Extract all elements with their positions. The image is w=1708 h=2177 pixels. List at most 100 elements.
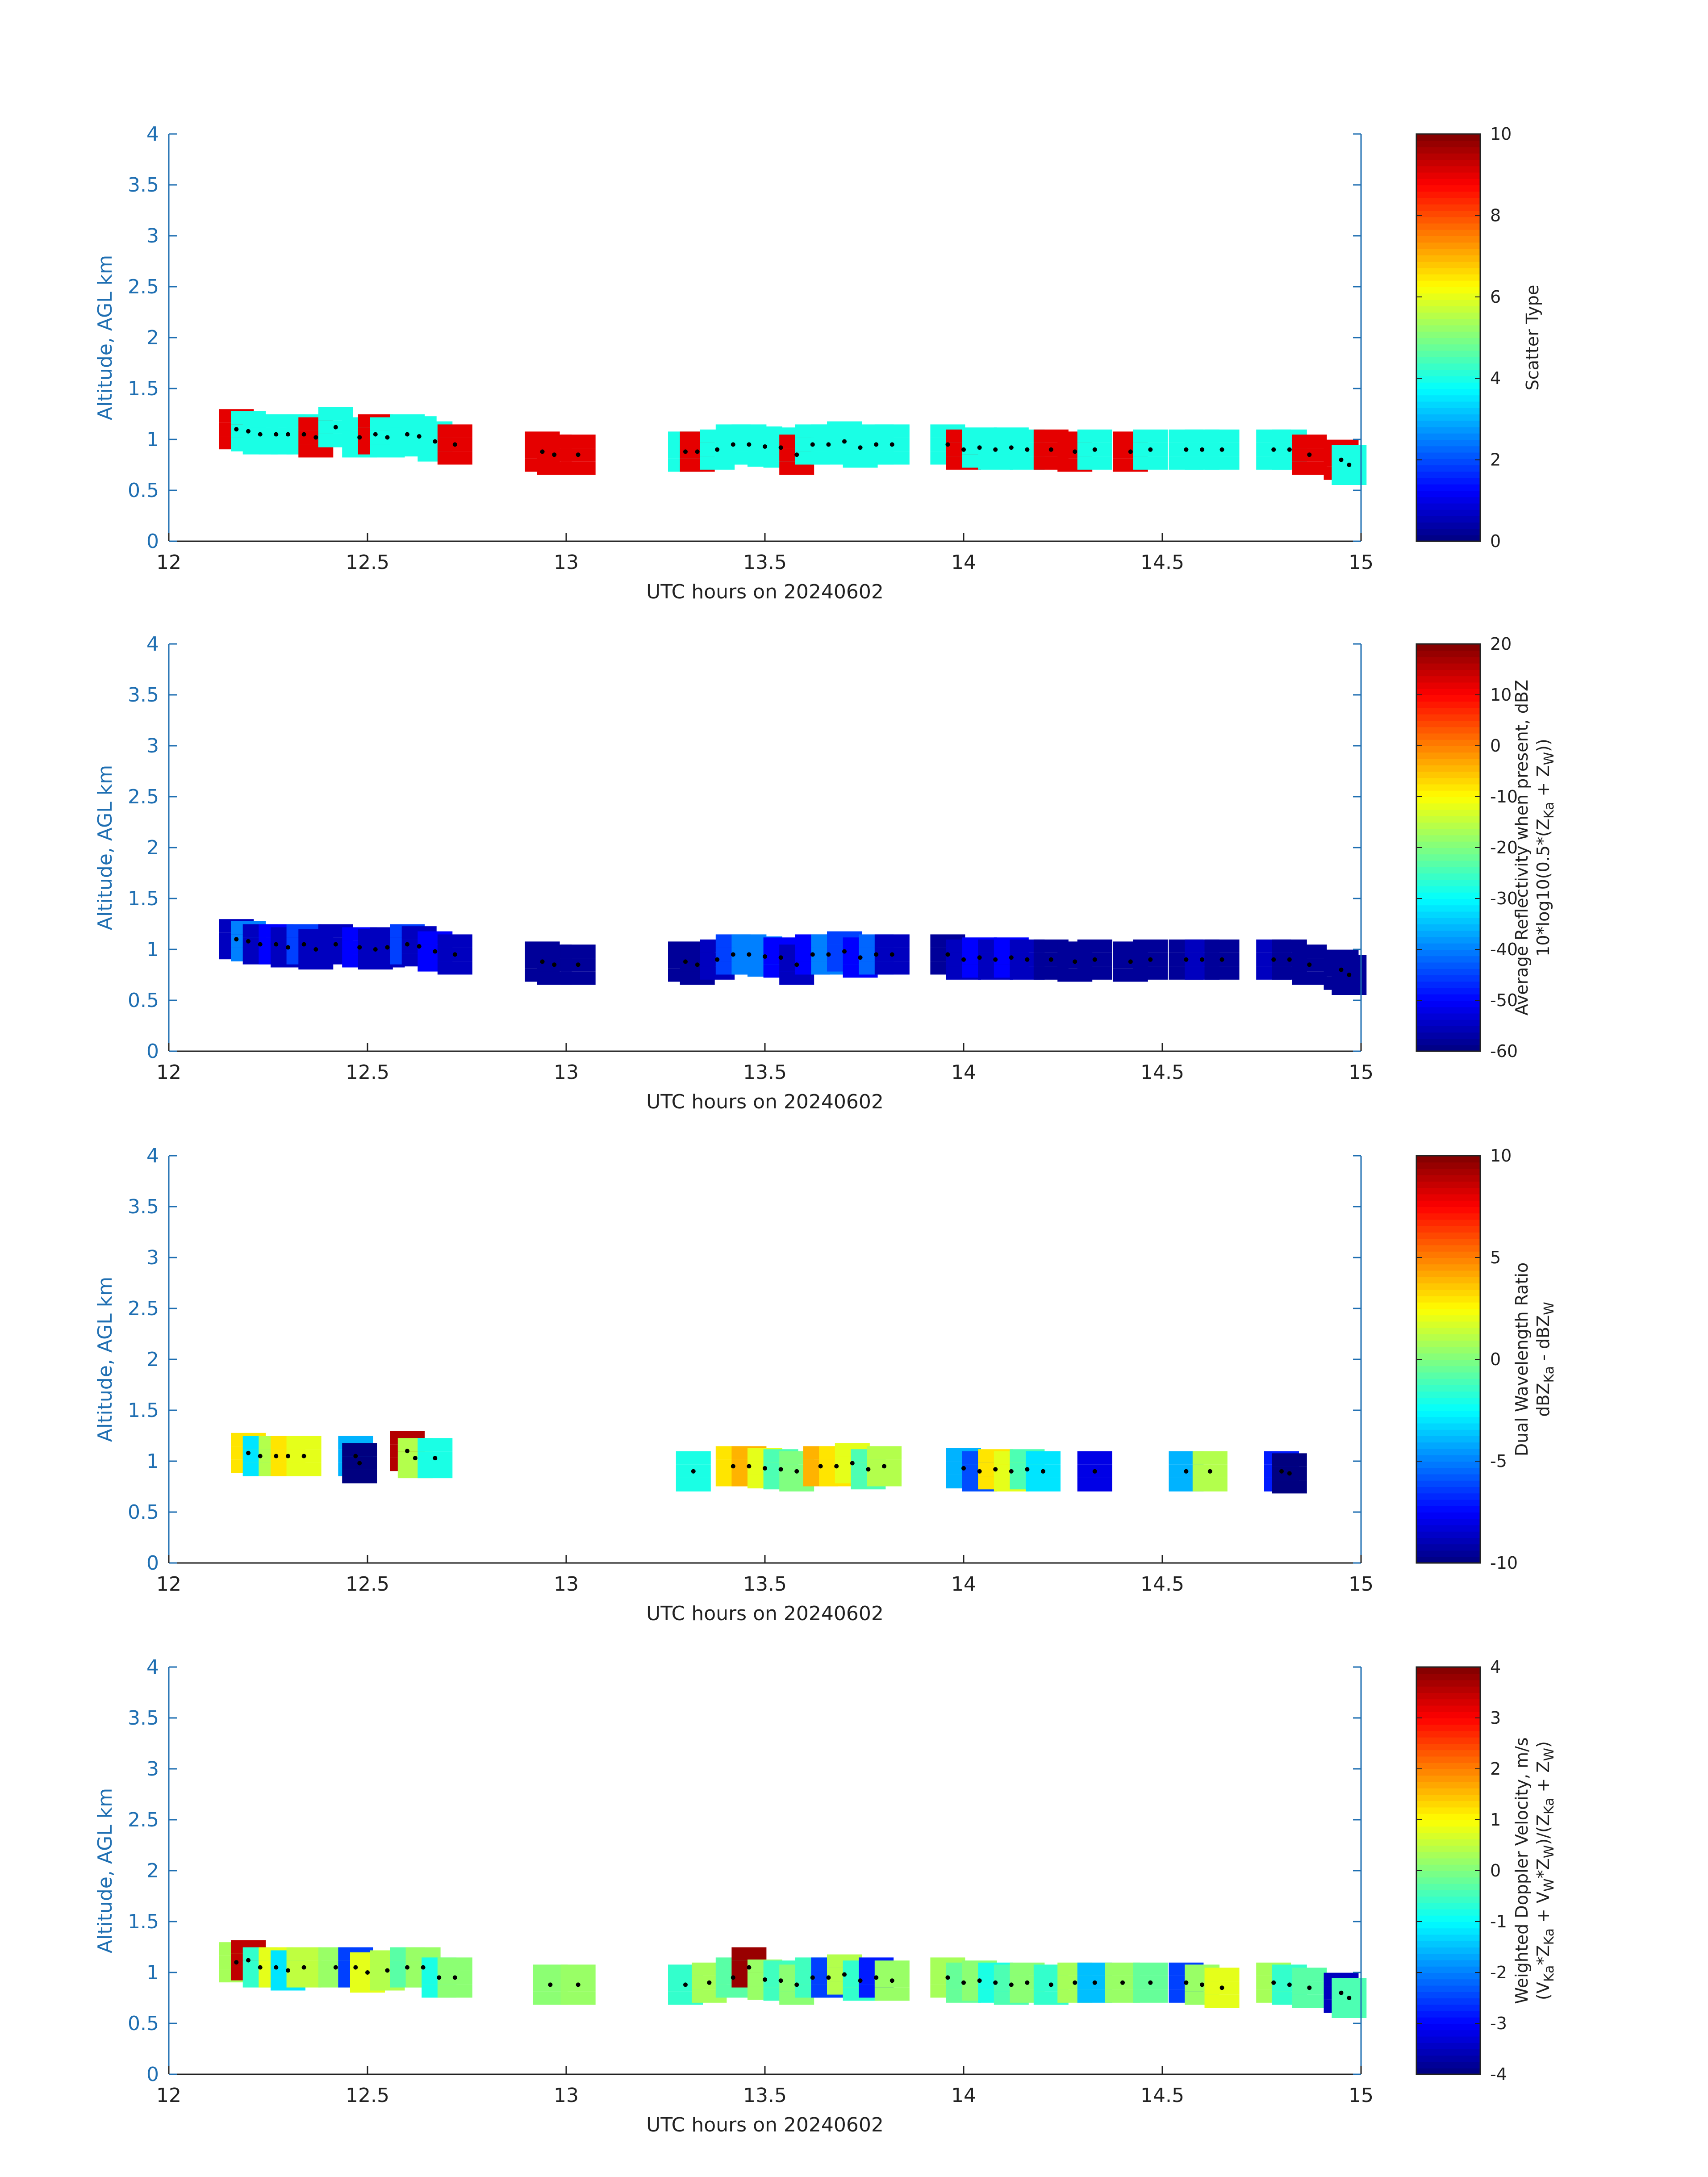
colorbar-segment [1416,771,1480,778]
colorbar-label: (VKa*ZKa + VW*ZW)/(ZKa + ZW) [1533,1741,1557,2000]
data-cell [418,1438,453,1452]
cloud-base-dot [258,432,263,437]
colorbar-segment [1416,1724,1480,1731]
colorbar-segment [1416,318,1480,326]
colorbar-segment [1416,1162,1480,1169]
cloud-base-dot [357,945,362,950]
x-tick-label: 15 [1349,551,1374,574]
colorbar-segment [1416,1219,1480,1226]
x-tick-label: 13 [554,1061,579,1084]
cloud-base-dot [715,447,720,452]
colorbar-segment [1416,1225,1480,1233]
colorbar-segment [1416,866,1480,873]
data-cell [560,1964,596,1978]
colorbar-segment [1416,1391,1480,1398]
colorbar-label: 10*log10(0.5*(ZKa + ZW)) [1533,739,1557,957]
cloud-base-dot [1271,957,1276,962]
colorbar-segment [1416,1404,1480,1411]
data-cell [1292,435,1327,448]
colorbar-tick-label: 0 [1490,1861,1501,1880]
colorbar-segment [1416,293,1480,300]
cloud-base-dots [234,937,1352,977]
cloud-base-dot [548,1982,553,1987]
data-cell [1204,429,1240,443]
colorbar-segment [1416,1667,1480,1674]
colorbar-segment [1416,1302,1480,1309]
colorbar-segment [1416,975,1480,982]
x-tick-label: 14 [951,1061,976,1084]
colorbar-segment [1416,1181,1480,1188]
data-cell [418,1465,453,1479]
colorbar-frame [1416,133,1481,542]
colorbar-segment [1416,656,1480,664]
cloud-base-dot [961,1466,966,1471]
colorbar-segment [1416,1839,1480,1846]
cloud-base-dot [834,1464,839,1469]
y-tick-label: 0 [146,1040,159,1063]
colorbar-segment [1416,1902,1480,1910]
colorbar-segment [1416,1321,1480,1328]
colorbar-segment [1416,2036,1480,2043]
cloud-base-dot [842,439,847,444]
y-tick-label: 1.5 [128,377,159,400]
colorbar-segment [1416,1550,1480,1557]
colorbar-segment [1416,153,1480,160]
y-tick-label: 3 [146,735,159,757]
data-cell [1133,456,1168,470]
colorbar-tick-label: 10 [1490,685,1512,705]
cloud-base-dot [961,1980,966,1985]
colorbar-segment [1416,2030,1480,2037]
colorbar-segment [1416,522,1480,529]
colorbar-segment [1416,2068,1480,2075]
colorbar-segment [1416,2055,1480,2062]
colorbar-segment [1416,841,1480,848]
x-tick-label: 14 [951,551,976,574]
cloud-base-dot [1120,1980,1125,1985]
colorbar-segment [1416,458,1480,465]
colorbar-segment [1416,1207,1480,1214]
colorbar-label: Average Reflectivity when present, dBZ [1512,680,1532,1015]
cloud-base-dot [945,442,950,447]
colorbar-segment [1416,2004,1480,2011]
colorbar-segment [1416,1410,1480,1417]
cloud-base-dot [1271,1980,1276,1985]
x-tick-label: 14.5 [1140,551,1184,574]
colorbar-segment [1416,1794,1480,1801]
colorbar-segment [1416,217,1480,224]
colorbar-segment [1416,1270,1480,1277]
colorbar: 0 2 4 6 8 10 Scatter Type [1416,124,1542,551]
colorbar-segment [1416,490,1480,497]
colorbar-segment [1416,1283,1480,1290]
cloud-base-dot [794,1469,799,1474]
colorbar-segment [1416,299,1480,306]
data-cell [874,451,910,465]
cloud-base-dot [1200,447,1204,452]
data-cell [342,1470,377,1483]
colorbar-segment [1416,146,1480,154]
colorbar-segment [1416,879,1480,886]
cloud-base-dot [810,442,815,447]
data-cell [437,1957,472,1971]
colorbar-segment [1416,1889,1480,1897]
data-cell [1133,429,1168,443]
cloud-base-dot [385,945,390,950]
heatmap-cells [219,407,1367,485]
colorbar-segment [1416,860,1480,867]
colorbar-segment [1416,363,1480,370]
colorbar-segment [1416,287,1480,294]
colorbar-segment [1416,1442,1480,1449]
data-cell [731,1947,767,1961]
colorbar-segment [1416,2010,1480,2018]
cloud-base-dot [842,1972,847,1977]
colorbar-segment [1416,1896,1480,1903]
cloud-base-dot [1307,452,1312,457]
cloud-base-dot [993,1467,998,1472]
colorbar-segment [1416,223,1480,230]
colorbar-segment [1416,338,1480,345]
cloud-base-dot [1307,962,1312,967]
colorbar-segment [1416,936,1480,944]
cloud-base-dot [1025,957,1030,962]
data-cell [874,961,910,975]
colorbar-tick-label: -10 [1490,1553,1518,1573]
